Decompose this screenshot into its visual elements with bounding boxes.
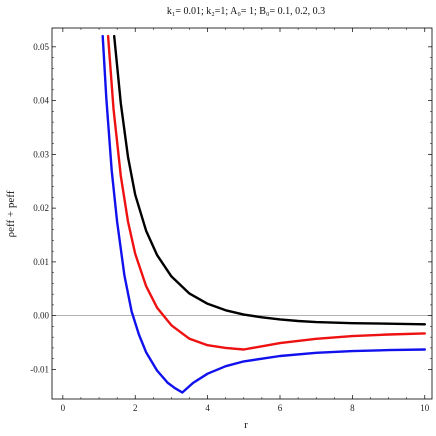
y-tick-label: 0.00 [33,311,49,321]
y-tick-label: -0.01 [30,364,49,374]
y-tick-label: 0.05 [33,42,49,52]
y-tick-label: 0.04 [33,96,49,106]
x-axis-title: r [244,419,248,431]
plot-frame [51,27,433,400]
y-tick-label: 0.02 [33,203,49,213]
series-line-2 [106,34,426,351]
x-tick-label: 8 [350,403,355,413]
x-tick-label: 10 [420,403,430,413]
x-tick-label: 6 [278,403,283,413]
x-tick-label: 2 [133,403,138,413]
ticks: 0 2 4 6 8 10 -0.01 0.00 0.01 0.02 0.03 0.04 0.05 [30,28,432,413]
x-tick-label: 0 [61,403,66,413]
series-line-1 [113,34,426,326]
chart-title: k₁= 0.01; k₂=1; A₀= 1; B₀= 0.1, 0.2, 0.3 [167,6,325,17]
series-layer [101,34,426,394]
series-line-3 [101,34,426,394]
y-axis-title: ρeff + peff [5,190,17,237]
y-tick-label: 0.03 [33,149,49,159]
y-tick-label: 0.01 [33,257,49,267]
x-tick-label: 4 [205,403,210,413]
